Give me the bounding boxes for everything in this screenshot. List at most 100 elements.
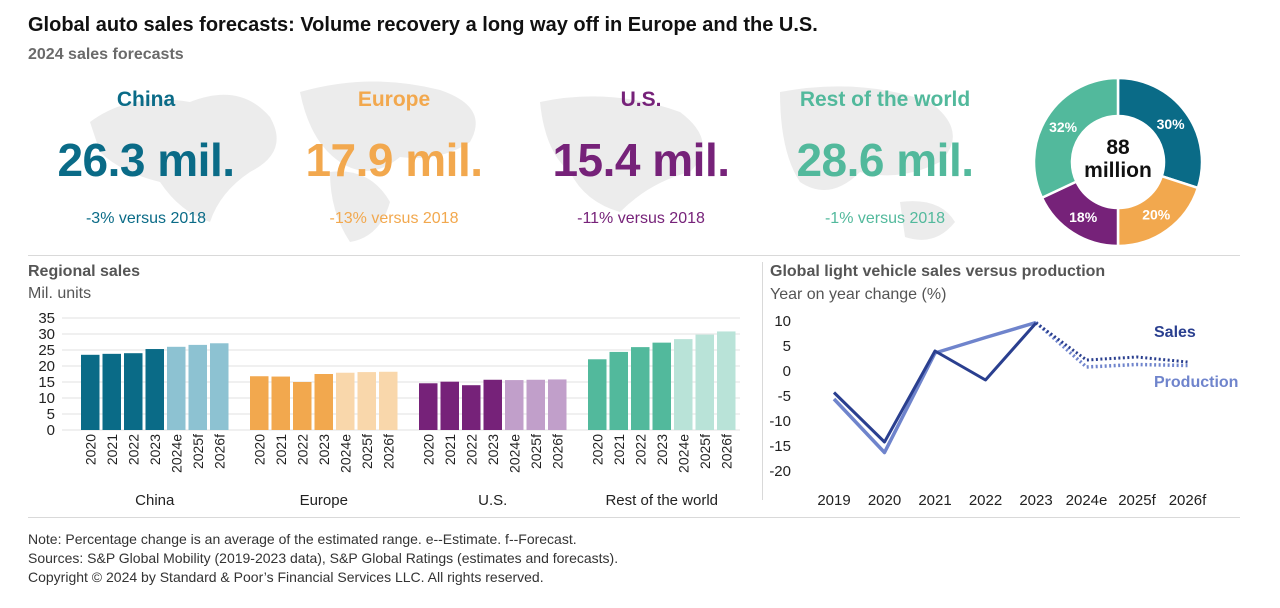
bar-rest-of-the-world bbox=[631, 347, 650, 430]
line-x-tick-label: 2025f bbox=[1118, 492, 1156, 509]
kpi-us-value: 15.4 mil. bbox=[552, 134, 730, 186]
footer-divider bbox=[28, 517, 1240, 518]
line-x-tick-label: 2021 bbox=[918, 492, 951, 509]
share-donut-chart: 30% 20% 18% 32% 88 million bbox=[1032, 76, 1204, 248]
bar-x-tick-label: 2026f bbox=[380, 434, 396, 469]
bar-x-tick-label: 2025f bbox=[528, 434, 544, 469]
kpi-row-change: -1% versus 2018 bbox=[824, 210, 946, 227]
bar-china bbox=[188, 344, 207, 430]
bar-group-label: U.S. bbox=[478, 492, 507, 509]
bar-x-tick-label: 2020 bbox=[420, 434, 436, 465]
bar-u-s bbox=[440, 381, 459, 430]
bar-x-tick-label: 2022 bbox=[294, 434, 310, 465]
bar-y-tick-label: 0 bbox=[47, 422, 55, 439]
global-title: Global light vehicle sales versus produc… bbox=[770, 263, 1106, 280]
bar-x-tick-label: 2020 bbox=[589, 434, 605, 465]
bar-rest-of-the-world bbox=[609, 351, 628, 430]
bar-x-tick-label: 2021 bbox=[104, 434, 120, 465]
bar-x-tick-label: 2022 bbox=[632, 434, 648, 465]
bar-x-tick-label: 2026f bbox=[211, 434, 227, 469]
kpi-row-name: Rest of the world bbox=[799, 88, 971, 111]
bar-china bbox=[210, 343, 229, 430]
bar-x-tick-label: 2023 bbox=[316, 434, 332, 465]
kpi-europe-change: -13% versus 2018 bbox=[329, 210, 459, 227]
bar-x-tick-label: 2022 bbox=[125, 434, 141, 465]
regional-title: Regional sales bbox=[28, 263, 141, 280]
donut-slice-label: 18% bbox=[1069, 209, 1098, 225]
bar-y-tick-label: 30 bbox=[38, 326, 55, 343]
bar-y-tick-label: 15 bbox=[38, 374, 55, 391]
bar-china bbox=[102, 353, 121, 430]
bar-china bbox=[145, 349, 164, 430]
bar-europe bbox=[336, 372, 355, 430]
note-line: Note: Percentage change is an average of… bbox=[28, 531, 577, 547]
line-y-tick-label: 10 bbox=[774, 313, 791, 330]
world-map-background bbox=[90, 81, 955, 242]
bar-x-tick-label: 2022 bbox=[463, 434, 479, 465]
copyright-line: Copyright © 2024 by Standard & Poor’s Fi… bbox=[28, 569, 544, 585]
bar-u-s bbox=[462, 385, 481, 430]
line-sales-actual bbox=[832, 322, 1038, 444]
bar-x-tick-label: 2025f bbox=[190, 434, 206, 469]
bar-europe bbox=[271, 376, 290, 430]
bar-europe bbox=[357, 372, 376, 430]
bar-x-tick-label: 2024e bbox=[337, 434, 353, 473]
bar-europe bbox=[314, 374, 333, 430]
legend-production-label: Production bbox=[1154, 374, 1238, 391]
page-title: Global auto sales forecasts: Volume reco… bbox=[28, 14, 818, 36]
line-x-tick-label: 2022 bbox=[969, 492, 1002, 509]
donut-center-number: 88 bbox=[1106, 136, 1130, 159]
kpi-row: Rest of the world 28.6 mil. -1% versus 2… bbox=[765, 82, 1005, 230]
kpi-china-value: 26.3 mil. bbox=[57, 134, 235, 186]
bar-x-tick-label: 2023 bbox=[147, 434, 163, 465]
kpi-china: China 26.3 mil. -3% versus 2018 bbox=[26, 82, 266, 230]
bar-group-label: Europe bbox=[300, 492, 348, 509]
bar-x-tick-label: 2025f bbox=[359, 434, 375, 469]
bar-china bbox=[124, 353, 143, 430]
kpi-europe-name: Europe bbox=[357, 88, 431, 111]
footnotes: Note: Percentage change is an average of… bbox=[28, 530, 618, 587]
bar-europe bbox=[250, 376, 269, 430]
bar-china bbox=[167, 346, 186, 430]
line-y-tick-label: -20 bbox=[769, 463, 791, 480]
bar-u-s bbox=[526, 379, 545, 430]
bar-rest-of-the-world bbox=[717, 331, 736, 430]
bar-u-s bbox=[548, 379, 567, 430]
bar-y-tick-label: 10 bbox=[38, 390, 55, 407]
line-production-actual bbox=[832, 320, 1037, 455]
line-x-tick-label: 2024e bbox=[1066, 492, 1108, 509]
line-y-tick-label: -5 bbox=[778, 388, 791, 405]
donut-slice-label: 30% bbox=[1157, 116, 1186, 132]
bar-y-tick-label: 35 bbox=[38, 310, 55, 327]
bar-x-tick-label: 2020 bbox=[251, 434, 267, 465]
bar-u-s bbox=[505, 380, 524, 430]
line-x-tick-label: 2019 bbox=[817, 492, 850, 509]
section-divider bbox=[28, 255, 1240, 256]
bar-group-label: China bbox=[135, 492, 175, 509]
global-subtitle: Year on year change (%) bbox=[770, 286, 947, 303]
donut-slice bbox=[1116, 76, 1204, 190]
sales-vs-production-line-chart: -20 -15 -10 -5 0 5 10 2019 2020 2021 2022 2023 2024… bbox=[769, 313, 1238, 509]
kpi-us: U.S. 15.4 mil. -11% versus 2018 bbox=[521, 82, 761, 230]
bar-rest-of-the-world bbox=[652, 342, 671, 430]
bar-y-tick-label: 25 bbox=[38, 342, 55, 359]
kpi-china-name: China bbox=[116, 88, 176, 111]
line-x-tick-label: 2023 bbox=[1019, 492, 1052, 509]
donut-slice-label: 20% bbox=[1142, 207, 1171, 223]
bar-x-tick-label: 2025f bbox=[697, 434, 713, 469]
kpi-europe: Europe 17.9 mil. -13% versus 2018 bbox=[274, 82, 514, 230]
donut-slice bbox=[1032, 76, 1120, 200]
bar-y-tick-label: 5 bbox=[47, 406, 55, 423]
page-subtitle: 2024 sales forecasts bbox=[28, 46, 184, 63]
donut-slice-label: 32% bbox=[1049, 119, 1078, 135]
line-y-tick-label: -15 bbox=[769, 438, 791, 455]
kpi-china-change: -3% versus 2018 bbox=[85, 210, 207, 227]
bar-x-tick-label: 2023 bbox=[485, 434, 501, 465]
kpi-us-name: U.S. bbox=[620, 88, 662, 111]
source-line: Sources: S&P Global Mobility (2019-2023 … bbox=[28, 550, 619, 566]
bar-europe bbox=[293, 382, 312, 430]
bar-x-tick-label: 2026f bbox=[718, 434, 734, 469]
bar-x-tick-label: 2024e bbox=[168, 434, 184, 473]
bar-x-tick-label: 2026f bbox=[549, 434, 565, 469]
